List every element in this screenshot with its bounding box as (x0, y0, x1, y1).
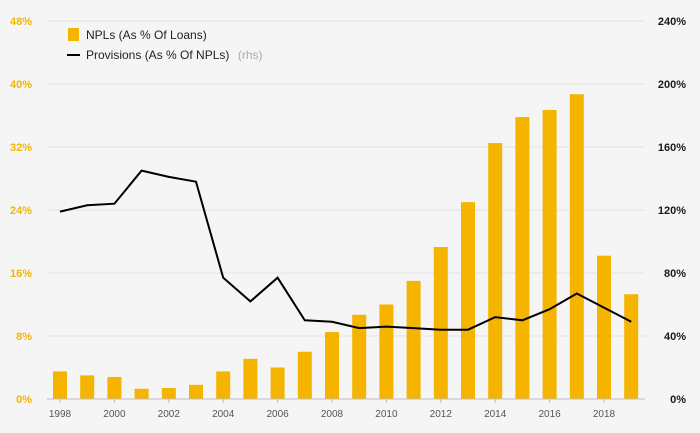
x-tick-label: 2002 (158, 409, 181, 420)
x-tick-label: 1998 (49, 409, 72, 420)
legend-rhs-note: (rhs) (238, 48, 263, 62)
npl-bar (488, 143, 503, 399)
npl-bar (515, 117, 530, 399)
npl-bar (624, 294, 639, 399)
npl-bar (406, 280, 421, 399)
y-right-tick-label: 240% (658, 16, 686, 28)
npl-bar (542, 109, 557, 400)
npl-bar (80, 375, 95, 399)
y-right-tick-label: 0% (670, 394, 686, 406)
x-tick-label: 2004 (212, 409, 235, 420)
y-right-tick-label: 40% (664, 331, 686, 343)
x-tick-label: 2010 (375, 409, 398, 420)
npl-bar (189, 384, 203, 399)
legend-provisions-label: Provisions (As % Of NPLs) (rhs) (86, 46, 263, 63)
legend-npl-label: NPLs (As % Of Loans) (86, 28, 207, 42)
npl-bar (297, 351, 312, 399)
x-tick-label: 2000 (103, 409, 126, 420)
npl-bar (569, 94, 584, 400)
y-right-tick-label: 80% (664, 268, 686, 280)
axes: 0% 8% 16% 24% 32% 40% 48% 0% 40% 80% 120% 160% 200% 2… (10, 16, 686, 420)
npl-bar (134, 388, 149, 399)
npl-bar (53, 371, 67, 399)
npl-bar (216, 371, 231, 399)
npl-bar (325, 332, 339, 399)
y-left-tick-label: 16% (10, 268, 32, 280)
npl-bar (379, 304, 394, 399)
y-left-tick-label: 8% (16, 331, 32, 343)
npl-bar (461, 202, 475, 399)
x-tick-label: 2016 (538, 409, 561, 420)
provisions-line (59, 169, 632, 331)
x-tick-label: 2012 (430, 409, 453, 420)
npl-bar (597, 255, 611, 399)
x-tick-label: 2014 (484, 409, 507, 420)
legend: NPLs (As % Of Loans) Provisions (As % Of… (67, 28, 263, 63)
npl-bars (53, 94, 639, 400)
npl-bar (433, 247, 448, 399)
y-right-tick-label: 200% (658, 79, 686, 91)
npl-bar (161, 387, 176, 399)
y-left-tick-label: 48% (10, 16, 32, 28)
npl-bar (243, 358, 258, 399)
y-right-tick-label: 120% (658, 205, 686, 217)
y-left-tick-label: 32% (10, 142, 32, 154)
npl-bar (352, 314, 367, 399)
legend-npl-swatch (68, 28, 79, 41)
npl-bar (107, 376, 122, 399)
y-left-tick-label: 40% (10, 79, 32, 91)
x-tick-label: 2018 (593, 409, 616, 420)
legend-provisions-text: Provisions (As % Of NPLs) (86, 48, 229, 62)
x-tick-label: 2008 (321, 409, 344, 420)
y-right-tick-label: 160% (658, 142, 686, 154)
y-left-tick-label: 24% (10, 205, 32, 217)
x-tick-label: 2006 (266, 409, 289, 420)
y-left-tick-label: 0% (16, 394, 32, 406)
npl-bar (270, 367, 285, 399)
